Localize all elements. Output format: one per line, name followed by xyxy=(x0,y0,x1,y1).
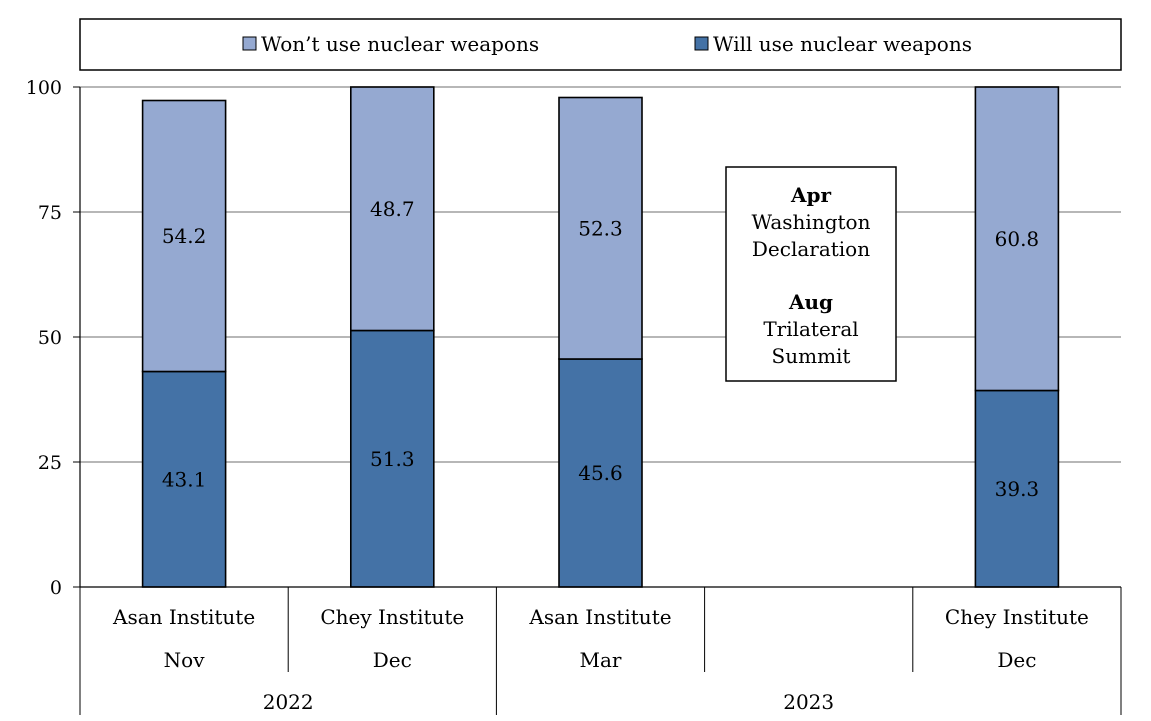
annotation-frame xyxy=(725,166,897,382)
data-label-will-use: 51.3 xyxy=(370,447,415,471)
y-axis: 0 25 50 75 100 xyxy=(26,77,81,599)
annotation-line: Declaration xyxy=(752,237,870,261)
year-label: 2022 xyxy=(263,690,314,714)
bar-will-use xyxy=(974,389,1060,588)
bars: 43.1 54.2 51.3 48.7 45.6 52.3 39.3 60.8 xyxy=(141,86,1060,588)
legend-swatch xyxy=(694,36,709,51)
y-tick-label: 50 xyxy=(38,327,62,349)
annotation-line: Summit xyxy=(772,344,851,368)
annotation-line: Aug xyxy=(788,290,833,314)
y-tick-label: 25 xyxy=(38,452,62,474)
data-label-wont-use: 48.7 xyxy=(370,197,415,221)
month-label: Dec xyxy=(373,648,412,672)
bar-wont-use xyxy=(349,86,435,332)
legend-label: Will use nuclear weapons xyxy=(713,32,972,56)
bar-wont-use xyxy=(558,96,643,360)
bar-wont-use xyxy=(141,99,227,373)
y-tick-label: 75 xyxy=(38,202,62,224)
data-label-will-use: 43.1 xyxy=(162,467,207,491)
category-label: Chey Institute xyxy=(320,605,464,629)
y-tick-label: 100 xyxy=(26,77,62,99)
annotation-box: Apr Washington Declaration Aug Trilateral Sum… xyxy=(725,166,897,382)
annotation-line: Apr xyxy=(790,183,832,207)
legend: Won’t use nuclear weapons Will use nuclea… xyxy=(79,18,1122,71)
data-label-will-use: 39.3 xyxy=(995,477,1040,501)
x-axis: Asan Institute Nov Chey Institute Dec Asan I… xyxy=(79,586,1122,715)
bar-will-use xyxy=(558,358,643,588)
year-label: 2023 xyxy=(783,690,834,714)
month-label: Mar xyxy=(580,648,622,672)
month-label: Nov xyxy=(164,648,206,672)
month-label: Dec xyxy=(997,648,1036,672)
legend-label: Won’t use nuclear weapons xyxy=(261,32,539,56)
data-label-wont-use: 54.2 xyxy=(162,224,207,248)
bar-wont-use xyxy=(974,86,1060,392)
annotation-line: Trilateral xyxy=(763,317,858,341)
legend-swatch xyxy=(242,36,257,51)
y-tick-label: 0 xyxy=(50,577,62,599)
data-label-will-use: 45.6 xyxy=(578,461,623,485)
data-label-wont-use: 60.8 xyxy=(995,227,1040,251)
category-label: Asan Institute xyxy=(112,605,255,629)
category-label: Asan Institute xyxy=(528,605,671,629)
category-label: Chey Institute xyxy=(945,605,1089,629)
annotation-line: Washington xyxy=(752,210,871,234)
data-label-wont-use: 52.3 xyxy=(578,216,623,240)
